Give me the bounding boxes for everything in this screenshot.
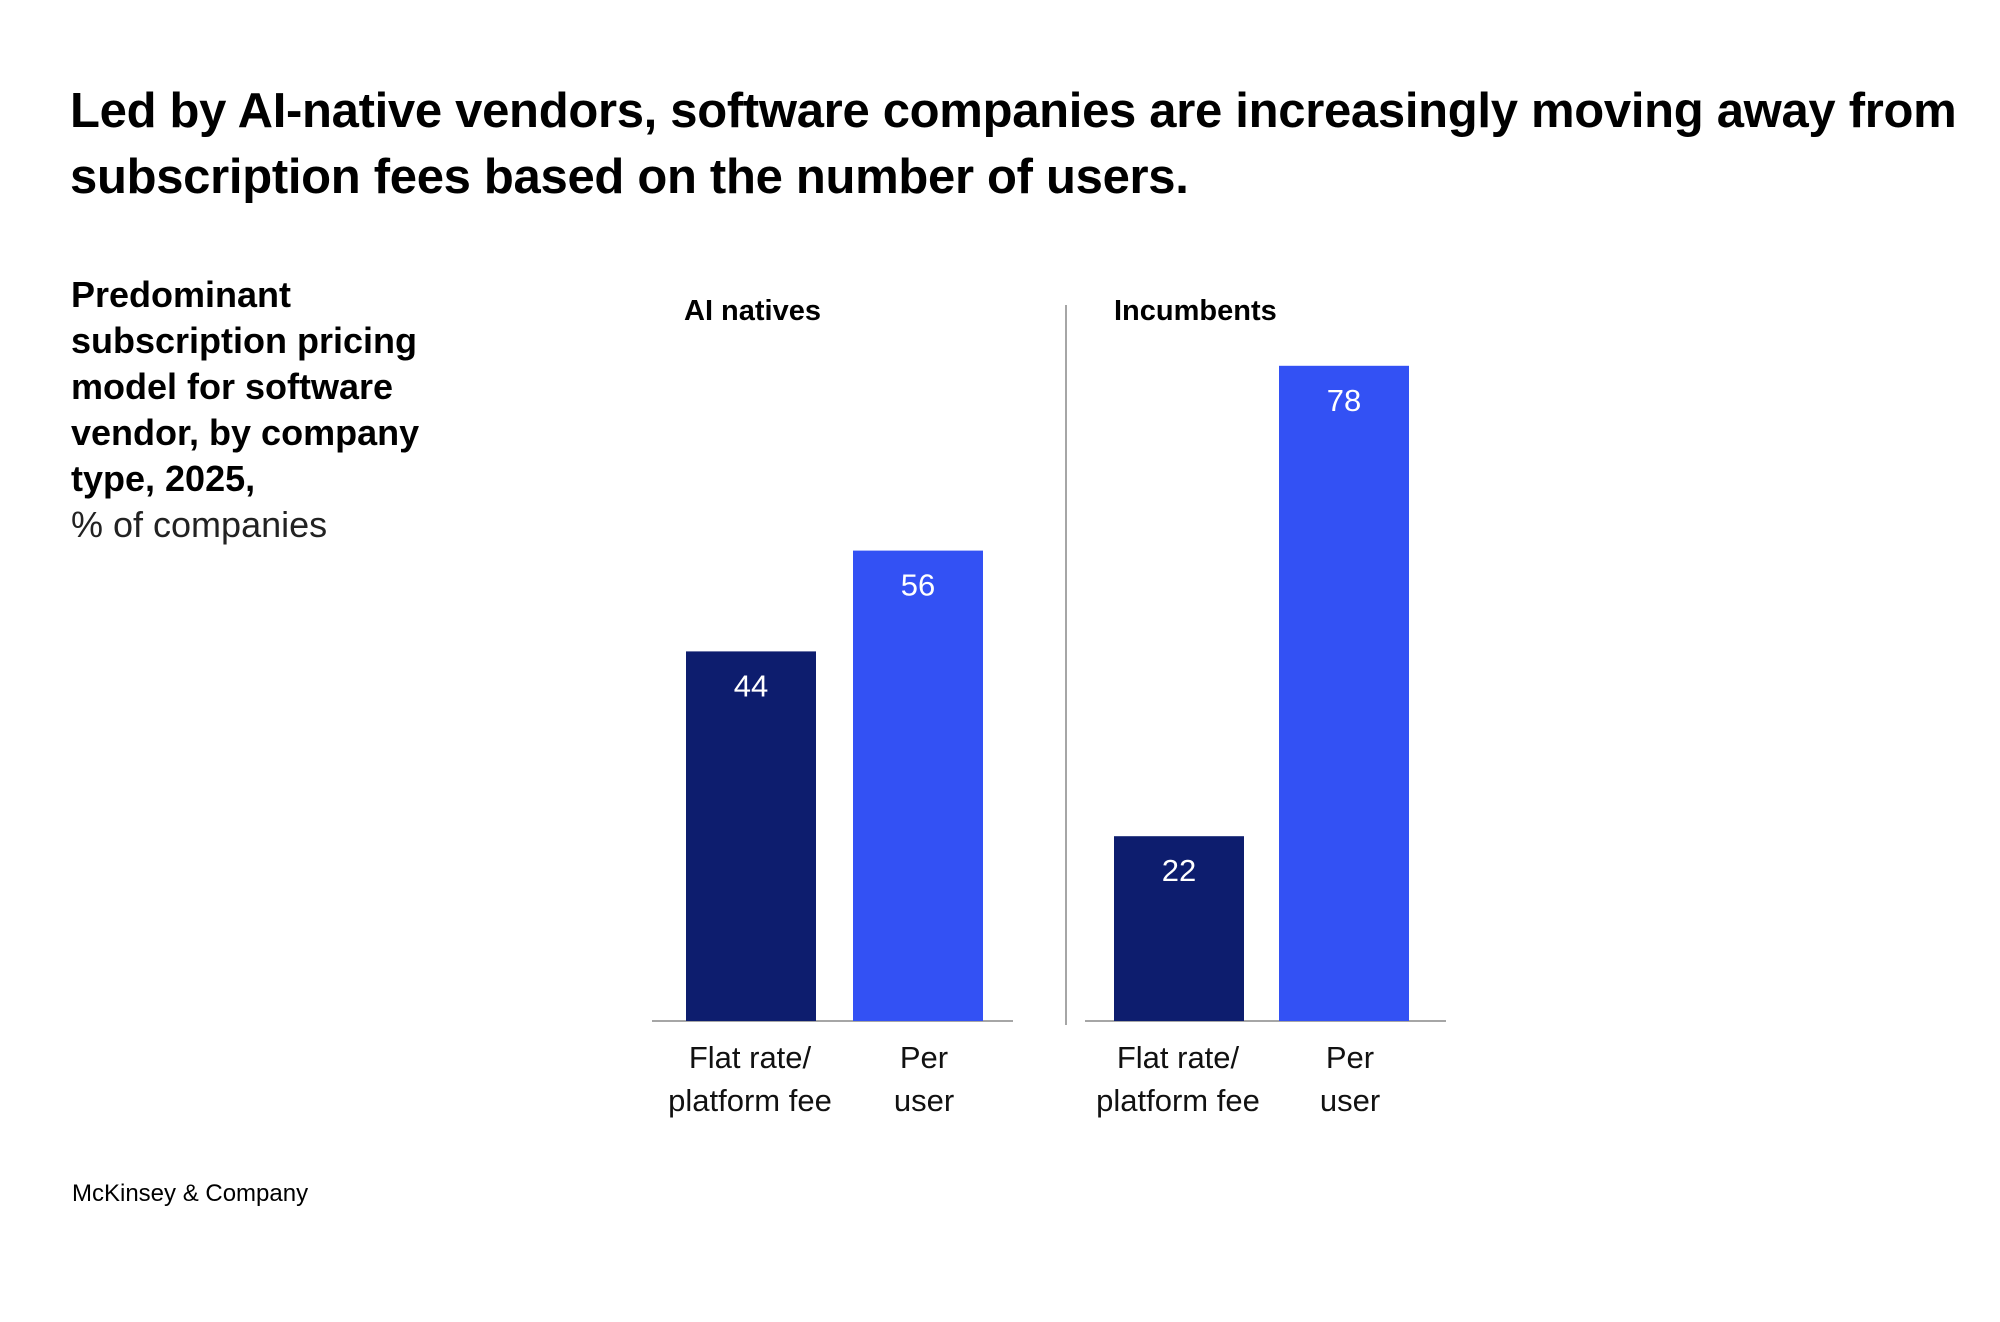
bar-ai-natives-flat-rate: [686, 651, 816, 1021]
bar-incumbents-flat-rate: [1114, 836, 1244, 1021]
data-label-ai-natives-flat-rate: 44: [734, 668, 768, 703]
source-footer: McKinsey & Company: [72, 1180, 309, 1207]
category-label-incumbents-per-user: user: [1320, 1083, 1380, 1118]
data-label-incumbents-per-user: 78: [1327, 383, 1361, 418]
chart-subtitle: Predominant subscription pricing model f…: [71, 272, 471, 548]
group-title-ai-natives: AI natives: [684, 295, 821, 327]
category-label-incumbents-flat-rate: Flat rate/: [1117, 1040, 1240, 1075]
data-label-ai-natives-per-user: 56: [901, 568, 935, 603]
subtitle-description: Predominant subscription pricing model f…: [71, 274, 420, 499]
category-label-ai-natives-per-user: user: [894, 1083, 954, 1118]
category-label-ai-natives-flat-rate: Flat rate/: [689, 1040, 812, 1075]
category-label-incumbents-per-user: Per: [1326, 1040, 1374, 1075]
category-label-ai-natives-per-user: Per: [900, 1040, 948, 1075]
group-title-incumbents: Incumbents: [1114, 295, 1277, 327]
bar-incumbents-per-user: [1279, 365, 1409, 1021]
category-label-incumbents-flat-rate: platform fee: [1096, 1083, 1260, 1118]
data-label-incumbents-flat-rate: 22: [1162, 853, 1196, 888]
category-label-ai-natives-flat-rate: platform fee: [668, 1083, 832, 1118]
chart-headline: Led by AI-native vendors, software compa…: [70, 84, 1957, 204]
bar-ai-natives-per-user: [853, 550, 983, 1021]
subtitle-unit: % of companies: [71, 504, 328, 545]
